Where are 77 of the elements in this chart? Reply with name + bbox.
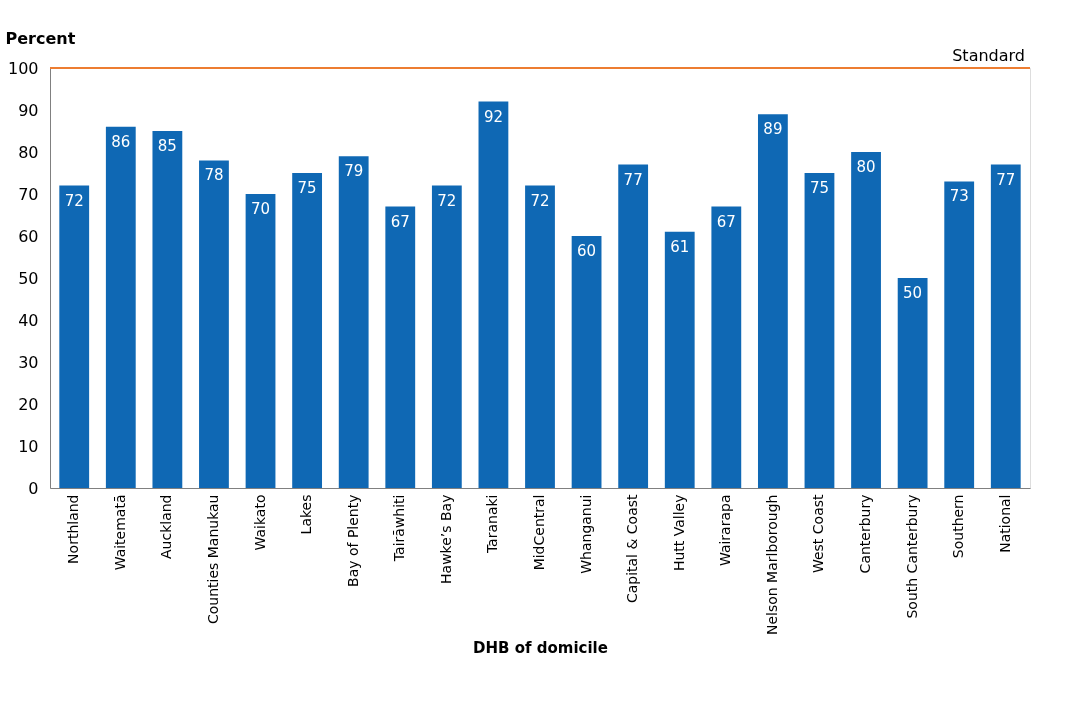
- y-tick-label: 10: [18, 436, 39, 456]
- data-label: 72: [437, 191, 457, 210]
- x-tick-label: MidCentral: [531, 494, 547, 571]
- y-tick-label: 0: [28, 478, 39, 498]
- data-label: 77: [996, 170, 1016, 189]
- data-label: 72: [530, 191, 550, 210]
- data-label: 80: [856, 158, 876, 176]
- x-tick-label: Tairāwhiti: [391, 494, 408, 563]
- x-tick-label: Counties Manukau: [204, 494, 221, 625]
- y-tick-label: 20: [18, 394, 39, 414]
- bar: [478, 101, 509, 488]
- data-label: 78: [204, 166, 224, 185]
- y-tick-label: 40: [18, 310, 39, 330]
- x-tick-label: Nelson Marlborough: [763, 494, 780, 636]
- bar: [245, 194, 276, 488]
- x-tick-label: West Coast: [810, 494, 827, 574]
- x-tick-label: Capital & Coast: [624, 493, 641, 604]
- ref-line-label: Standard: [952, 46, 1025, 65]
- data-label: 75: [809, 179, 830, 197]
- x-tick-label: Northland: [65, 494, 82, 564]
- data-label: 61: [670, 237, 690, 256]
- y-tick-label: 30: [18, 352, 39, 372]
- x-tick-label: Waikato: [251, 494, 268, 551]
- bar: [59, 185, 90, 488]
- x-tick-label: National: [996, 494, 1013, 553]
- data-label: 86: [111, 132, 131, 151]
- y-tick-label: 60: [18, 226, 39, 246]
- data-label: 72: [64, 191, 84, 210]
- x-tick-label: Canterbury: [857, 494, 874, 574]
- bar: [944, 181, 975, 488]
- data-label: 70: [250, 200, 271, 218]
- data-label: 67: [390, 212, 410, 231]
- data-label: 92: [483, 107, 503, 126]
- x-tick-label: Hutt Valley: [670, 494, 687, 572]
- bar: [711, 206, 742, 488]
- x-tick-label: Waitematā: [111, 494, 128, 571]
- data-label: 79: [344, 162, 364, 181]
- y-tick-label: 70: [18, 184, 39, 204]
- y-tick-label: 50: [18, 268, 39, 288]
- bar: [664, 231, 695, 488]
- bar: [431, 185, 462, 488]
- x-tick-label: Taranaki: [484, 494, 501, 555]
- bar: [804, 173, 835, 488]
- bar: [897, 278, 928, 488]
- x-tick-label: South Canterbury: [903, 494, 920, 619]
- bar: [152, 131, 183, 488]
- y-tick-label: 80: [18, 142, 39, 162]
- bar: [292, 173, 323, 488]
- bar: [105, 126, 136, 488]
- x-tick-label: Auckland: [158, 494, 175, 559]
- data-label: 77: [623, 170, 643, 189]
- data-label: 75: [297, 179, 317, 197]
- x-axis-title: DHB of domicile: [473, 639, 608, 658]
- x-tick-label: Lakes: [298, 494, 315, 535]
- data-label: 85: [157, 137, 177, 155]
- data-label: 89: [763, 120, 783, 139]
- bar: [990, 164, 1021, 488]
- data-label: 60: [577, 242, 597, 260]
- bar: [385, 206, 416, 488]
- bar: [618, 164, 649, 488]
- bar: [571, 236, 602, 488]
- y-tick-label: 90: [18, 100, 39, 120]
- y-axis-title: Percent: [5, 28, 76, 48]
- bar: [199, 160, 229, 488]
- data-label: 50: [903, 284, 923, 302]
- x-tick-label: Southern: [950, 494, 967, 559]
- bar: [338, 156, 369, 488]
- x-tick-label: Whanganui: [577, 494, 594, 574]
- bar: [757, 114, 788, 488]
- x-tick-label: Wairarapa: [717, 494, 734, 567]
- bar: [525, 185, 555, 488]
- data-label: 67: [716, 212, 736, 231]
- x-tick-label: Hawke’s Bay: [437, 494, 454, 584]
- x-tick-label: Bay of Plenty: [344, 494, 361, 587]
- y-tick-label: 100: [7, 58, 39, 78]
- bar: [851, 152, 881, 488]
- data-label: 73: [949, 187, 969, 206]
